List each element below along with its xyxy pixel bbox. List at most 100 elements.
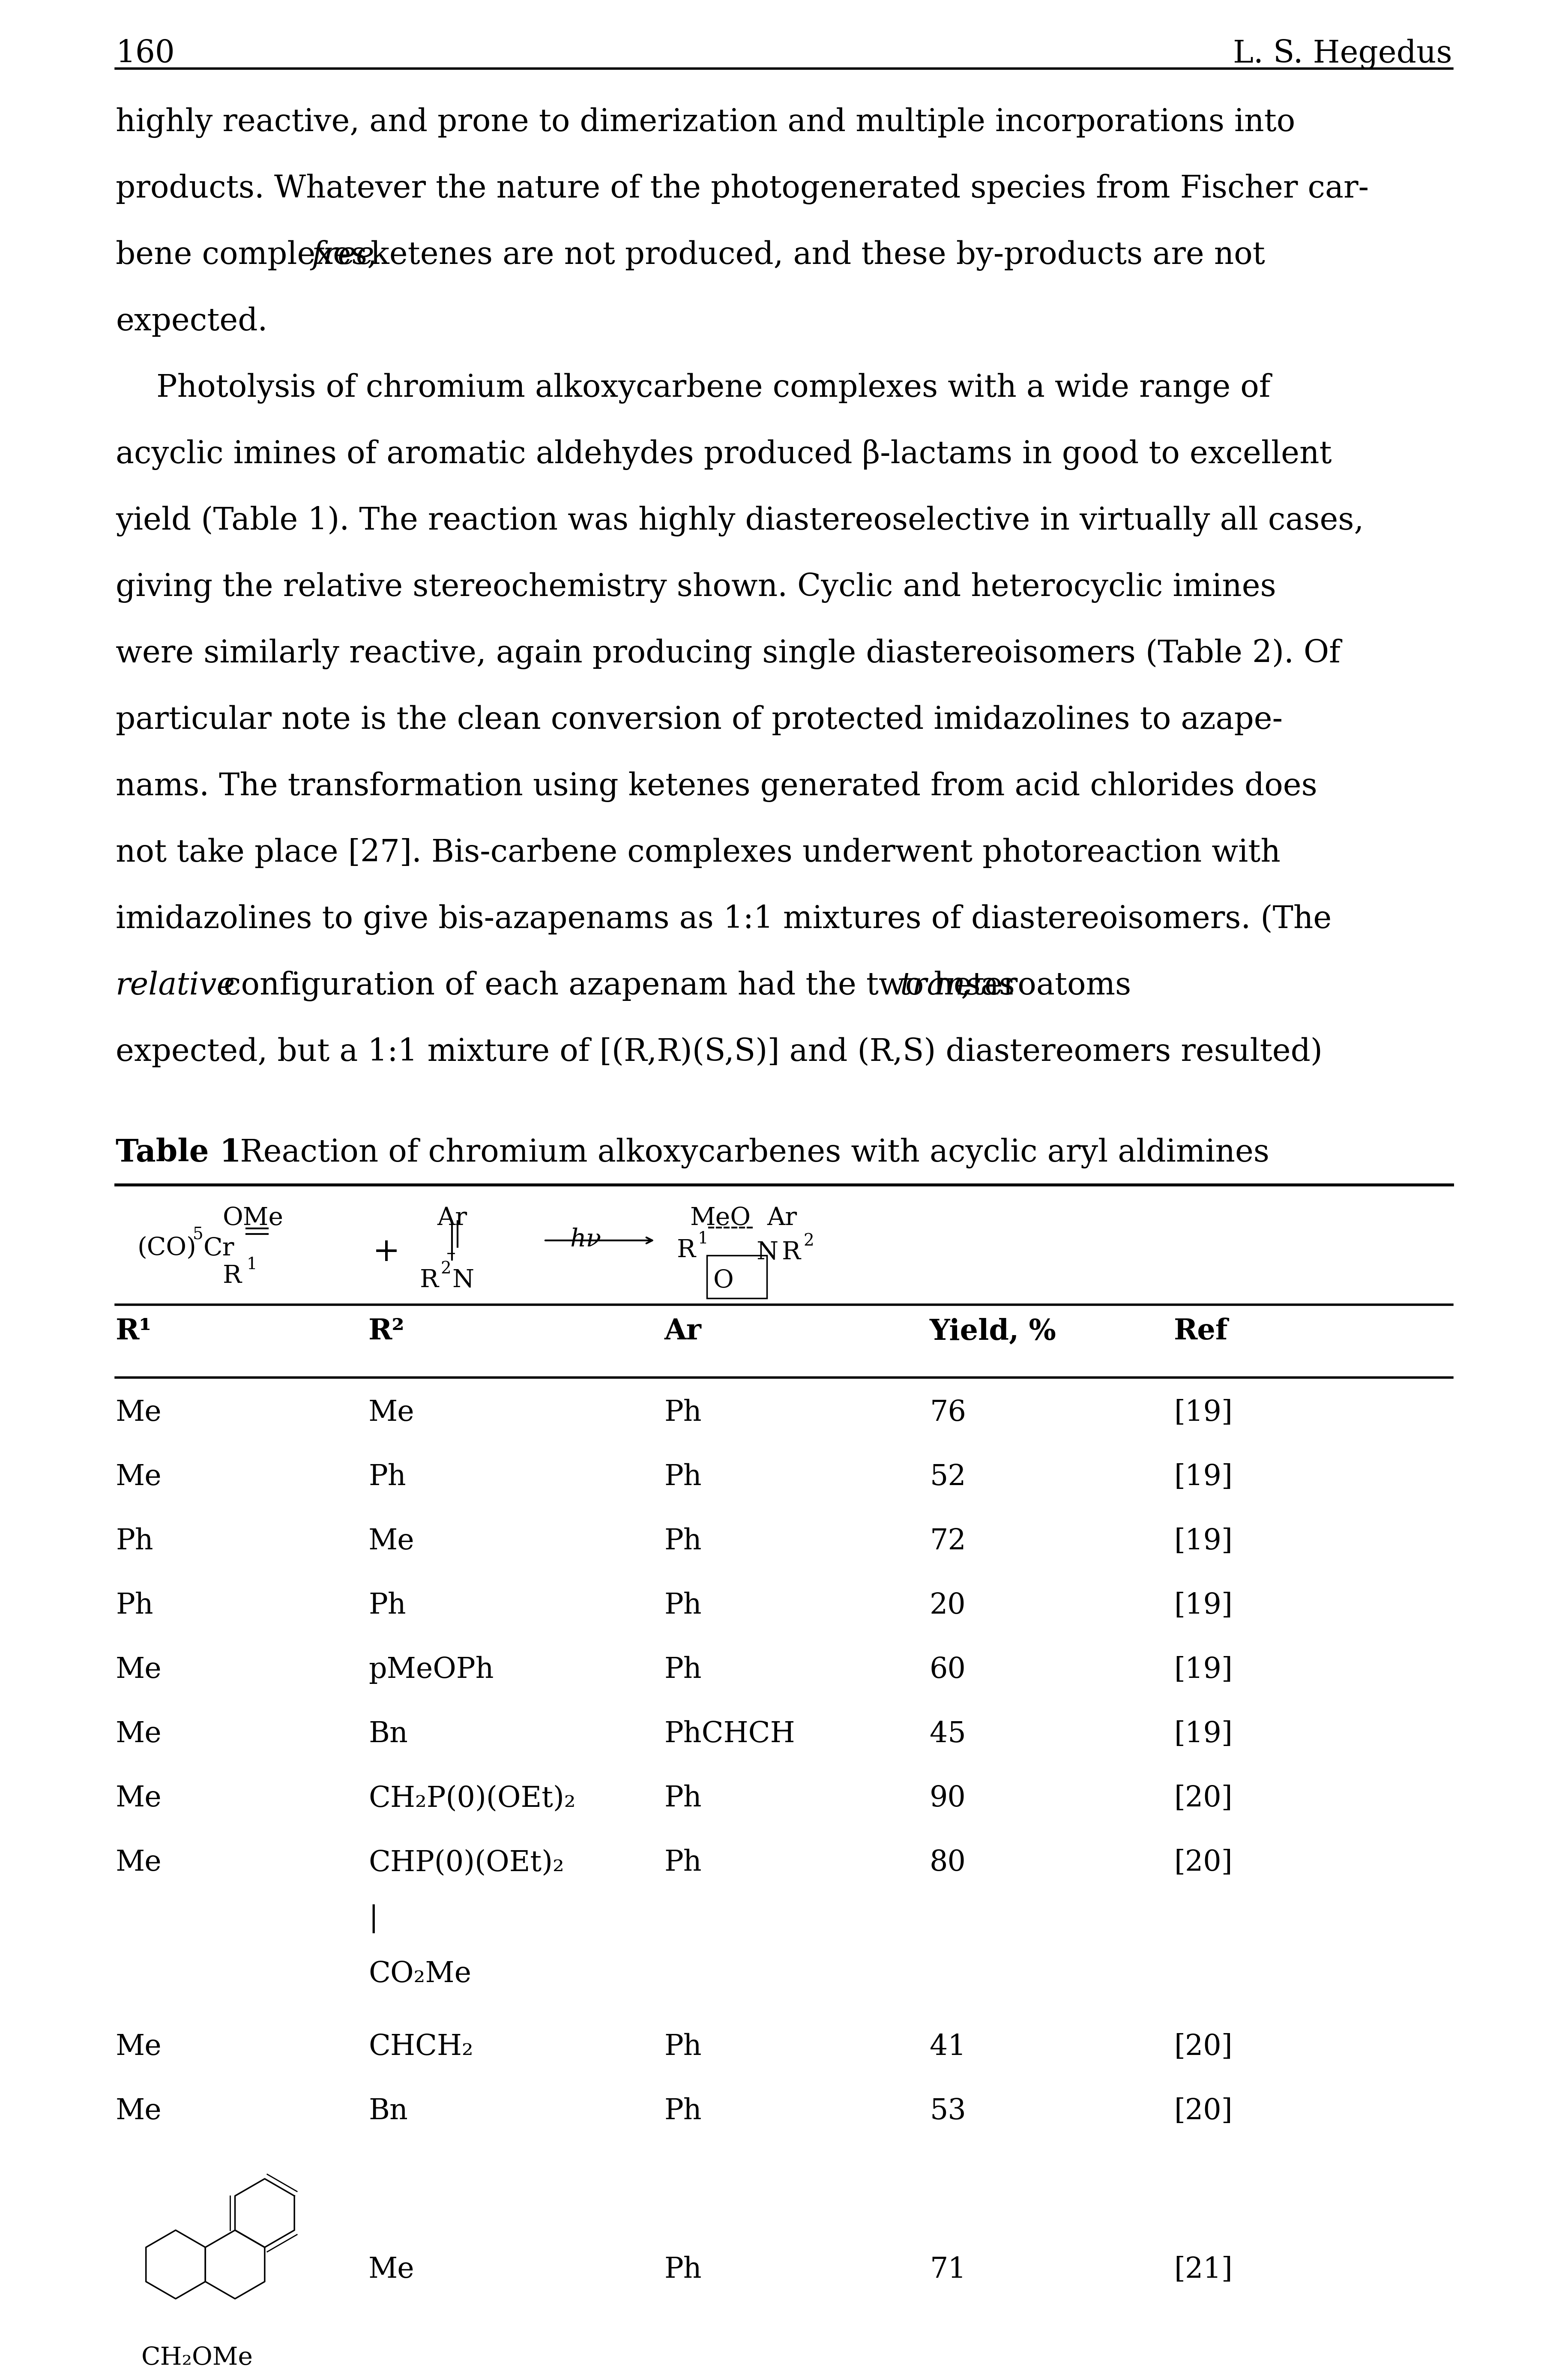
Text: Cr: Cr: [204, 1237, 235, 1260]
Text: O: O: [713, 1267, 734, 1291]
Text: PhCHCH: PhCHCH: [663, 1719, 795, 1748]
Text: [20]: [20]: [1174, 2097, 1232, 2126]
Text: Bn: Bn: [368, 2097, 408, 2126]
Text: Yield, %: Yield, %: [930, 1317, 1057, 1346]
Text: products. Whatever the nature of the photogenerated species from Fischer car-: products. Whatever the nature of the pho…: [116, 174, 1369, 205]
Text: Ph: Ph: [368, 1462, 406, 1491]
Text: Ph: Ph: [663, 1784, 701, 1812]
Text: yield (Table 1). The reaction was highly diastereoselective in virtually all cas: yield (Table 1). The reaction was highly…: [116, 507, 1364, 537]
Text: 2: 2: [803, 1234, 814, 1248]
Text: R²: R²: [368, 1317, 405, 1346]
Text: 52: 52: [930, 1462, 966, 1491]
Text: CH₂P(0)(OEt)₂: CH₂P(0)(OEt)₂: [368, 1784, 575, 1812]
Text: Ar: Ar: [767, 1206, 797, 1229]
Text: 71: 71: [930, 2257, 966, 2283]
Text: Me: Me: [116, 2097, 162, 2126]
Text: ketenes are not produced, and these by-products are not: ketenes are not produced, and these by-p…: [361, 240, 1265, 271]
Text: not take place [27]. Bis-carbene complexes underwent photoreaction with: not take place [27]. Bis-carbene complex…: [116, 837, 1281, 868]
Text: [19]: [19]: [1174, 1527, 1232, 1555]
Text: R: R: [677, 1239, 696, 1263]
Text: Photolysis of chromium alkoxycarbene complexes with a wide range of: Photolysis of chromium alkoxycarbene com…: [157, 373, 1270, 404]
Text: R: R: [782, 1241, 801, 1265]
Text: 80: 80: [930, 1848, 966, 1876]
Text: Me: Me: [368, 2257, 414, 2283]
Text: , as: , as: [961, 970, 1014, 1001]
Text: [20]: [20]: [1174, 1784, 1232, 1812]
Text: Ph: Ph: [116, 1527, 154, 1555]
Text: 20: 20: [930, 1591, 966, 1619]
Text: Me: Me: [116, 1719, 162, 1748]
Text: MeO: MeO: [690, 1206, 751, 1229]
Text: Ar: Ar: [663, 1317, 701, 1346]
Text: Ph: Ph: [663, 2033, 701, 2062]
Text: CHP(0)(OEt)₂: CHP(0)(OEt)₂: [368, 1848, 564, 1876]
Text: 72: 72: [930, 1527, 966, 1555]
Text: [20]: [20]: [1174, 2033, 1232, 2062]
Text: Ph: Ph: [663, 1462, 701, 1491]
Text: [19]: [19]: [1174, 1591, 1232, 1619]
Text: 45: 45: [930, 1719, 966, 1748]
Text: highly reactive, and prone to dimerization and multiple incorporations into: highly reactive, and prone to dimerizati…: [116, 107, 1295, 138]
Text: 41: 41: [930, 2033, 966, 2062]
Text: R¹: R¹: [116, 1317, 152, 1346]
Text: pMeOPh: pMeOPh: [368, 1655, 494, 1684]
Text: 60: 60: [930, 1655, 966, 1684]
Text: expected.: expected.: [116, 307, 268, 338]
Text: [19]: [19]: [1174, 1655, 1232, 1684]
Text: 2: 2: [441, 1260, 452, 1277]
Text: imidazolines to give bis-azapenams as 1:1 mixtures of diastereoisomers. (The: imidazolines to give bis-azapenams as 1:…: [116, 904, 1331, 935]
Text: Ph: Ph: [368, 1591, 406, 1619]
Text: nams. The transformation using ketenes generated from acid chlorides does: nams. The transformation using ketenes g…: [116, 770, 1317, 801]
Text: [19]: [19]: [1174, 1719, 1232, 1748]
Text: 160: 160: [116, 38, 174, 69]
Text: Ph: Ph: [663, 2097, 701, 2126]
Text: OMe: OMe: [223, 1206, 284, 1229]
Text: particular note is the clean conversion of protected imidazolines to azape-: particular note is the clean conversion …: [116, 704, 1283, 735]
Text: [19]: [19]: [1174, 1398, 1232, 1427]
Text: [20]: [20]: [1174, 1848, 1232, 1876]
Text: 1: 1: [246, 1256, 257, 1272]
Text: Me: Me: [116, 1784, 162, 1812]
Text: Reaction of chromium alkoxycarbenes with acyclic aryl aldimines: Reaction of chromium alkoxycarbenes with…: [209, 1137, 1270, 1168]
Text: Ph: Ph: [663, 1527, 701, 1555]
Text: +: +: [373, 1237, 400, 1267]
Text: Ph: Ph: [116, 1591, 154, 1619]
Text: (CO): (CO): [136, 1237, 196, 1260]
Text: Ph: Ph: [663, 1591, 701, 1619]
Text: Me: Me: [116, 1655, 162, 1684]
Text: Me: Me: [368, 1527, 414, 1555]
Text: relative: relative: [116, 970, 235, 1001]
Text: Ar: Ar: [437, 1206, 467, 1229]
Text: [19]: [19]: [1174, 1462, 1232, 1491]
Text: CHCH₂: CHCH₂: [368, 2033, 474, 2062]
Text: Bn: Bn: [368, 1719, 408, 1748]
Text: Me: Me: [116, 1848, 162, 1876]
Text: were similarly reactive, again producing single diastereoisomers (Table 2). Of: were similarly reactive, again producing…: [116, 637, 1341, 668]
Text: configuration of each azapenam had the two heteroatoms: configuration of each azapenam had the t…: [213, 970, 1142, 1001]
Text: hν: hν: [569, 1227, 601, 1251]
Text: Me: Me: [116, 2033, 162, 2062]
Text: L. S. Hegedus: L. S. Hegedus: [1232, 38, 1452, 69]
Text: N: N: [756, 1241, 778, 1265]
Text: Me: Me: [116, 1398, 162, 1427]
Text: free: free: [312, 240, 375, 271]
Text: acyclic imines of aromatic aldehydes produced β-lactams in good to excellent: acyclic imines of aromatic aldehydes pro…: [116, 440, 1331, 471]
Text: giving the relative stereochemistry shown. Cyclic and heterocyclic imines: giving the relative stereochemistry show…: [116, 573, 1276, 602]
Text: N: N: [452, 1267, 474, 1291]
Text: CO₂Me: CO₂Me: [368, 1959, 472, 1988]
Text: |: |: [368, 1905, 378, 1933]
Text: Ph: Ph: [663, 1655, 701, 1684]
Text: Ph: Ph: [663, 1848, 701, 1876]
Text: 1: 1: [698, 1232, 709, 1246]
Text: Me: Me: [116, 1462, 162, 1491]
Text: R: R: [420, 1267, 439, 1291]
Text: 53: 53: [930, 2097, 966, 2126]
Text: CH₂OMe: CH₂OMe: [141, 2345, 252, 2371]
Text: Me: Me: [368, 1398, 414, 1427]
Text: 5: 5: [193, 1227, 204, 1244]
Text: Table 1: Table 1: [116, 1137, 241, 1168]
Text: [21]: [21]: [1174, 2257, 1232, 2283]
Text: R: R: [223, 1265, 241, 1289]
Text: 90: 90: [930, 1784, 966, 1812]
Text: Ph: Ph: [663, 2257, 701, 2283]
